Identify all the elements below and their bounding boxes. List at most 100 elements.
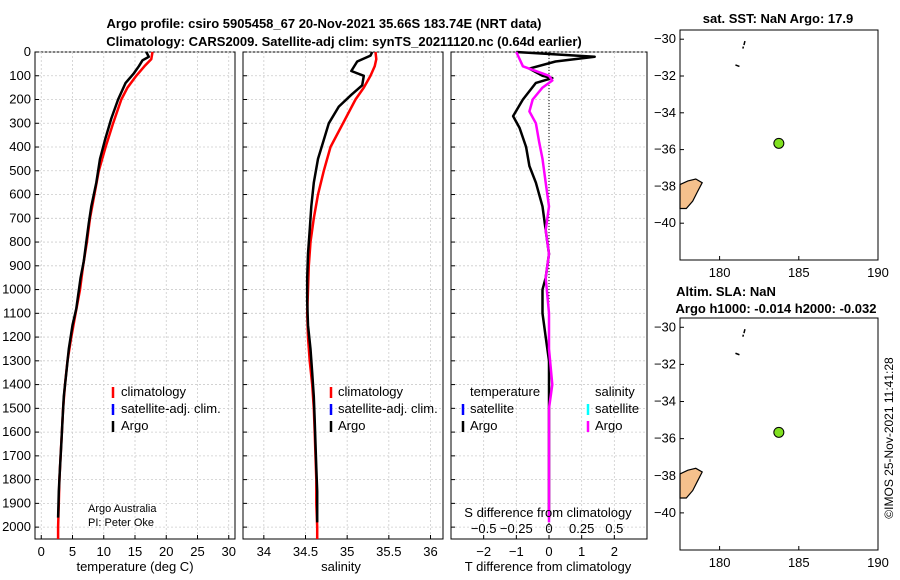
temperature-legend: climatology satellite-adj. clim. Argo [111,384,221,433]
y-tick-label: 500 [9,163,31,178]
legend-temperature-title: temperature [470,384,540,399]
credit-line2: PI: Peter Oke [88,517,154,529]
y-tick-label: 800 [9,234,31,249]
y-tick-label: 0 [24,44,31,59]
series-argo [305,51,374,523]
island [735,352,740,356]
legend-climatology: climatology [338,384,404,399]
x-tick-label: 36 [423,544,437,559]
legend-t-argo: Argo [470,418,497,433]
x-tick-label: 34.5 [293,544,318,559]
y-tick-label: 700 [9,210,31,225]
temperature-xlabel: temperature (deg C) [76,559,193,574]
salinity-legend: climatology satellite-adj. clim. Argo [329,384,438,433]
x-top-tick-label: −0.5 [471,521,497,536]
y-tick-label: 400 [9,139,31,154]
x-tick-label: 0 [38,544,45,559]
series-s-argo [515,51,554,523]
y-tick-label: 2000 [2,519,31,534]
island [742,40,746,49]
timestamp: ©IMOS 25-Nov-2021 11:41:28 [882,357,896,519]
map-y-tick-label: −36 [654,142,676,157]
float-marker [773,137,785,149]
y-tick-label: 600 [9,187,31,202]
x-tick-label: −2 [476,544,491,559]
map-x-tick-label: 190 [867,555,889,570]
x-tick-label: 2 [611,544,618,559]
x-tick-label: 34 [257,544,271,559]
y-tick-label: 1600 [2,424,31,439]
map-y-tick-label: −34 [654,394,676,409]
x-tick-label: 25 [190,544,204,559]
y-tick-label: 900 [9,258,31,273]
land [679,467,703,499]
legend-s-argo: Argo [595,418,622,433]
x-tick-label: 0 [545,544,552,559]
y-tick-label: 1500 [2,400,31,415]
float-marker [773,426,785,438]
legend-satellite: satellite-adj. clim. [121,401,221,416]
y-tick-label: 1400 [2,377,31,392]
header-line2: Climatology: CARS2009. Satellite-adj cli… [106,34,581,49]
difference-legend: temperature satellite Argo salinity sate… [461,384,639,433]
map-top-title: sat. SST: NaN Argo: 17.9 [703,11,854,26]
x-tick-label: 5 [69,544,76,559]
difference-panel: −2 −1 0 1 2 −0.5 −0.25 0 0.25 0.5 [450,50,648,559]
island [742,328,746,337]
map-y-tick-label: −38 [654,178,676,193]
series-argo [56,51,151,518]
x-tick-label: 35.5 [376,544,401,559]
y-tick-label: 1100 [3,305,31,320]
y-tick-label: 100 [9,68,31,83]
y-tick-label: 200 [9,92,31,107]
x-top-tick-label: 0.25 [569,521,594,536]
credit-line1: Argo Australia [88,503,157,515]
map-y-tick-label: −40 [654,215,676,230]
map-y-tick-label: −32 [654,356,676,371]
y-tick-label: 1300 [2,353,31,368]
legend-argo: Argo [338,418,365,433]
tdiff-xlabel: T difference from climatology [465,559,632,574]
salinity-xlabel: salinity [321,559,361,574]
y-tick-label: 1700 [2,448,31,463]
map-bottom: 180 185 190 −30 −32 −34 −36 −38 −40 [654,317,889,570]
map-y-tick-label: −30 [654,31,676,46]
y-tick-label: 1000 [2,282,31,297]
x-tick-label: 1 [578,544,585,559]
legend-s-satellite: satellite [595,401,639,416]
y-tick-label: 300 [9,115,31,130]
x-top-tick-label: 0.5 [605,521,623,536]
legend-climatology: climatology [121,384,187,399]
island [735,64,740,68]
map-y-tick-label: −38 [654,468,676,483]
x-tick-label: 35 [340,544,354,559]
map-bottom-title2: Argo h1000: -0.014 h2000: -0.032 [676,301,877,316]
map-x-tick-label: 180 [709,265,731,280]
legend-salinity-title: salinity [595,384,635,399]
map-y-tick-label: −40 [654,505,676,520]
map-x-tick-label: 180 [709,555,731,570]
y-tick-label: 1800 [2,472,31,487]
y-tick-label: 1900 [2,495,31,510]
legend-t-satellite: satellite [470,401,514,416]
x-top-tick-label: −0.25 [500,521,533,536]
land [679,178,703,210]
map-y-tick-label: −30 [654,319,676,334]
map-top: 180 185 190 −30 −32 −34 −36 −38 −40 [654,29,889,280]
salinity-panel: 34 34.5 35 35.5 36 [242,51,444,559]
legend-satellite: satellite-adj. clim. [338,401,438,416]
legend-argo: Argo [121,418,148,433]
x-tick-label: 10 [97,544,111,559]
header-line1: Argo profile: csiro 5905458_67 20-Nov-20… [107,16,542,31]
temperature-panel: 0 5 10 15 20 25 300100200300400500600700800900… [2,44,236,559]
map-y-tick-label: −36 [654,431,676,446]
map-x-tick-label: 185 [788,265,810,280]
map-x-tick-label: 190 [867,265,889,280]
x-tick-label: 15 [128,544,142,559]
map-bottom-title1: Altim. SLA: NaN [676,284,776,299]
map-x-tick-label: 185 [788,555,810,570]
map-y-tick-label: −34 [654,105,676,120]
x-tick-label: 30 [222,544,236,559]
map-y-tick-label: −32 [654,68,676,83]
